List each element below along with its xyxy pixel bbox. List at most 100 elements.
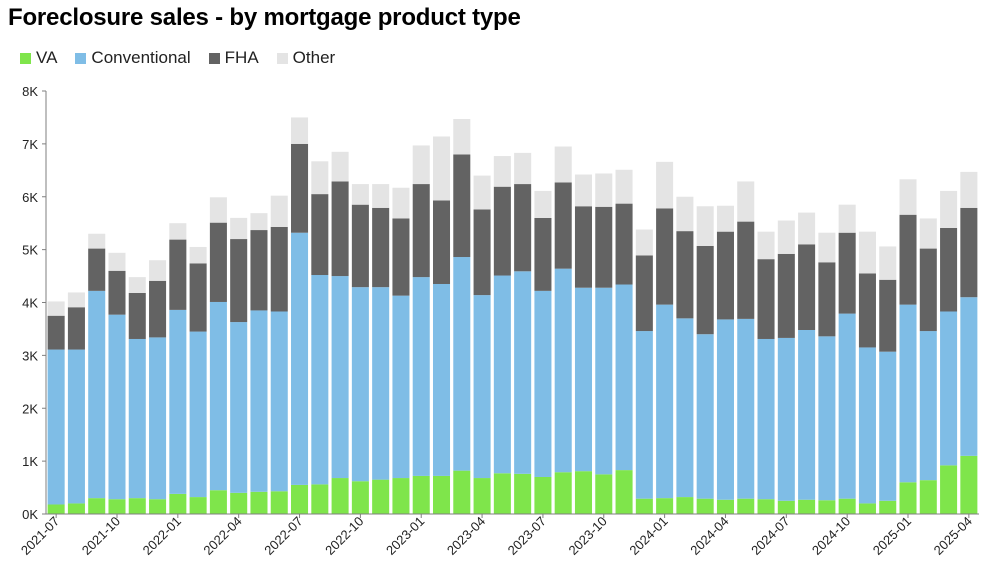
bar-segment-fha-2025-03 xyxy=(940,227,958,312)
bar-segment-va-2024-11 xyxy=(858,503,876,514)
legend-item-conventional: Conventional xyxy=(75,48,191,68)
bar-segment-va-2022-01 xyxy=(169,493,187,514)
bar-segment-va-2021-09 xyxy=(88,498,106,514)
x-tick-label: 2024-04 xyxy=(687,514,731,558)
bar-segment-va-2024-07 xyxy=(777,500,795,514)
bar-segment-fha-2025-02 xyxy=(919,248,937,332)
y-tick-label: 5K xyxy=(22,243,38,258)
bar-segment-conventional-2024-04 xyxy=(716,319,734,500)
bar-segment-other-2024-12 xyxy=(879,246,897,280)
x-tick-label: 2023-04 xyxy=(444,514,488,558)
bar-segment-conventional-2023-08 xyxy=(554,268,572,473)
bar-segment-other-2022-09 xyxy=(331,151,349,182)
bar-segment-other-2023-09 xyxy=(574,174,593,207)
bar-segment-fha-2022-09 xyxy=(331,181,349,277)
bar-segment-other-2021-11 xyxy=(128,277,146,293)
bar-segment-conventional-2022-04 xyxy=(230,322,248,493)
bar-segment-conventional-2022-01 xyxy=(169,309,187,494)
x-tick-label: 2023-01 xyxy=(383,514,427,558)
bars xyxy=(47,117,978,514)
bar-segment-conventional-2021-07 xyxy=(47,349,65,505)
bar-segment-conventional-2021-08 xyxy=(67,349,85,504)
bar-segment-conventional-2022-05 xyxy=(250,310,268,492)
bar-segment-va-2022-08 xyxy=(311,484,329,514)
bar-segment-fha-2022-10 xyxy=(351,204,369,288)
bar-segment-conventional-2022-02 xyxy=(189,331,207,498)
bar-segment-conventional-2022-08 xyxy=(311,275,329,485)
bar-segment-other-2022-06 xyxy=(270,195,288,227)
bar-segment-other-2024-05 xyxy=(737,181,755,222)
legend-label: VA xyxy=(36,48,58,67)
x-tick-label: 2024-07 xyxy=(748,514,792,558)
bar-segment-other-2024-03 xyxy=(696,206,714,246)
bar-segment-other-2023-12 xyxy=(635,229,653,256)
legend-item-va: VA xyxy=(20,48,57,68)
bar-segment-fha-2024-06 xyxy=(757,259,775,339)
bar-segment-other-2021-10 xyxy=(108,252,126,271)
bar-segment-conventional-2022-10 xyxy=(351,287,369,482)
bar-segment-conventional-2022-06 xyxy=(270,311,288,492)
bar-segment-va-2021-11 xyxy=(128,498,146,514)
bar-segment-other-2022-12 xyxy=(392,187,410,219)
bar-segment-other-2023-08 xyxy=(554,146,572,183)
bar-segment-other-2023-04 xyxy=(473,175,491,210)
x-tick-label: 2025-04 xyxy=(931,514,975,558)
x-tick-label: 2022-10 xyxy=(322,514,366,558)
x-tick-label: 2024-01 xyxy=(626,514,670,558)
bar-segment-va-2021-08 xyxy=(67,503,85,514)
bar-segment-fha-2023-04 xyxy=(473,209,491,296)
bar-segment-fha-2024-01 xyxy=(656,208,674,305)
bar-segment-fha-2024-12 xyxy=(879,279,897,352)
bar-segment-va-2021-10 xyxy=(108,499,126,514)
legend-label: Conventional xyxy=(91,48,191,67)
x-tick-label: 2023-10 xyxy=(566,514,610,558)
bar-segment-other-2023-03 xyxy=(453,119,471,155)
bar-segment-other-2021-07 xyxy=(47,301,65,316)
bar-segment-fha-2024-02 xyxy=(676,231,694,319)
bar-segment-va-2024-01 xyxy=(656,498,674,514)
bar-segment-conventional-2024-07 xyxy=(777,337,795,501)
bar-segment-conventional-2023-11 xyxy=(615,284,633,471)
x-tick-label: 2024-10 xyxy=(809,514,853,558)
bar-segment-fha-2021-11 xyxy=(128,292,146,339)
bar-segment-fha-2022-05 xyxy=(250,230,268,311)
bar-segment-other-2022-02 xyxy=(189,246,207,264)
bar-segment-other-2023-01 xyxy=(412,145,430,185)
chart-title: Foreclosure sales - by mortgage product … xyxy=(8,4,521,31)
bar-segment-va-2024-09 xyxy=(818,500,836,514)
bar-segment-fha-2023-09 xyxy=(574,206,593,288)
bar-segment-va-2024-04 xyxy=(716,499,734,514)
bar-segment-va-2022-12 xyxy=(392,478,410,514)
bar-segment-other-2025-04 xyxy=(960,171,978,208)
bar-segment-conventional-2021-09 xyxy=(88,290,106,499)
bar-segment-other-2023-11 xyxy=(615,169,633,204)
bar-segment-va-2023-02 xyxy=(432,475,451,514)
x-tick-label: 2021-10 xyxy=(79,514,123,558)
bar-segment-va-2023-10 xyxy=(595,474,613,514)
bar-segment-other-2022-01 xyxy=(169,223,187,240)
bar-segment-fha-2022-12 xyxy=(392,218,410,296)
bar-segment-fha-2023-01 xyxy=(412,184,430,278)
bar-segment-va-2023-06 xyxy=(514,473,532,514)
bar-segment-va-2025-03 xyxy=(940,465,958,514)
bar-segment-va-2023-04 xyxy=(473,478,491,514)
bar-segment-conventional-2024-08 xyxy=(798,330,816,500)
bar-segment-fha-2024-11 xyxy=(858,273,876,348)
bar-segment-va-2024-08 xyxy=(798,499,816,514)
bar-segment-va-2025-01 xyxy=(899,482,917,514)
bar-segment-conventional-2022-12 xyxy=(392,295,410,479)
bar-segment-other-2024-09 xyxy=(818,232,836,263)
y-tick-label: 8K xyxy=(22,84,38,99)
bar-segment-conventional-2025-04 xyxy=(960,297,978,456)
bar-segment-other-2022-10 xyxy=(351,184,369,205)
bar-segment-fha-2022-06 xyxy=(270,226,288,312)
bar-segment-va-2024-05 xyxy=(737,498,755,514)
bar-segment-fha-2025-04 xyxy=(960,207,978,298)
legend-label: FHA xyxy=(224,48,259,67)
bar-segment-other-2021-08 xyxy=(67,292,85,308)
bar-segment-other-2024-01 xyxy=(656,161,674,209)
bar-segment-other-2024-10 xyxy=(838,204,856,233)
x-tick-label: 2022-04 xyxy=(200,514,244,558)
y-tick-label: 1K xyxy=(22,454,38,469)
